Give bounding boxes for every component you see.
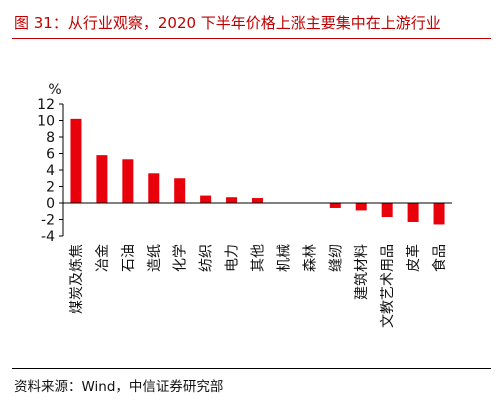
category-label: 煤炭及炼焦 [69, 244, 85, 314]
category-label: 纺织 [199, 244, 215, 272]
bar-0 [70, 118, 82, 203]
category-label: 缝纫 [328, 244, 344, 272]
category-label: 森林 [302, 244, 318, 272]
footer-divider [12, 368, 491, 369]
y-tick-label: -4 [41, 229, 55, 245]
category-label: 文教艺术用品 [380, 244, 396, 328]
y-tick-label: 8 [46, 130, 55, 146]
bar-2 [122, 159, 134, 203]
bar-13 [407, 203, 419, 222]
category-label: 机械 [276, 244, 292, 272]
category-label: 建筑材料 [354, 244, 370, 300]
category-label: 皮革 [406, 244, 422, 272]
category-label: 冶金 [95, 244, 111, 272]
category-label: 石油 [121, 244, 137, 272]
y-unit-label: % [48, 82, 61, 98]
category-label: 化学 [173, 244, 189, 272]
bar-11 [355, 203, 367, 211]
y-tick-label: 6 [46, 147, 55, 163]
bar-5 [200, 195, 212, 203]
bar-4 [174, 178, 186, 203]
category-labels: 煤炭及炼焦 冶金 石油 造纸 化学 纺织 电力 其他 机械 森林 缝纫 建筑材料 文教艺术用品 皮革 食品 [69, 244, 448, 328]
y-tick-label: 10 [37, 114, 55, 130]
bar-6 [226, 197, 238, 203]
source-note: 资料来源：Wind，中信证券研究部 [14, 379, 224, 395]
bar-3 [148, 173, 160, 203]
category-label: 造纸 [147, 244, 163, 272]
category-label: 电力 [225, 244, 241, 272]
bar-14 [433, 203, 445, 225]
y-tick-label: -2 [41, 213, 55, 229]
y-tick-label: 12 [37, 97, 55, 113]
bar-1 [96, 155, 108, 203]
category-label: 其他 [251, 244, 267, 272]
bar-12 [381, 203, 393, 218]
category-label: 食品 [431, 244, 448, 272]
y-tick-label: 0 [46, 196, 55, 212]
bar-7 [252, 198, 263, 203]
bar-10 [329, 203, 341, 208]
title-divider [12, 38, 491, 39]
bars [70, 118, 445, 225]
y-tick-label: 2 [46, 180, 55, 196]
figure-title: 图 31：从行业观察，2020 下半年价格上涨主要集中在上游行业 [14, 14, 441, 32]
y-tick-label: 4 [46, 163, 55, 179]
